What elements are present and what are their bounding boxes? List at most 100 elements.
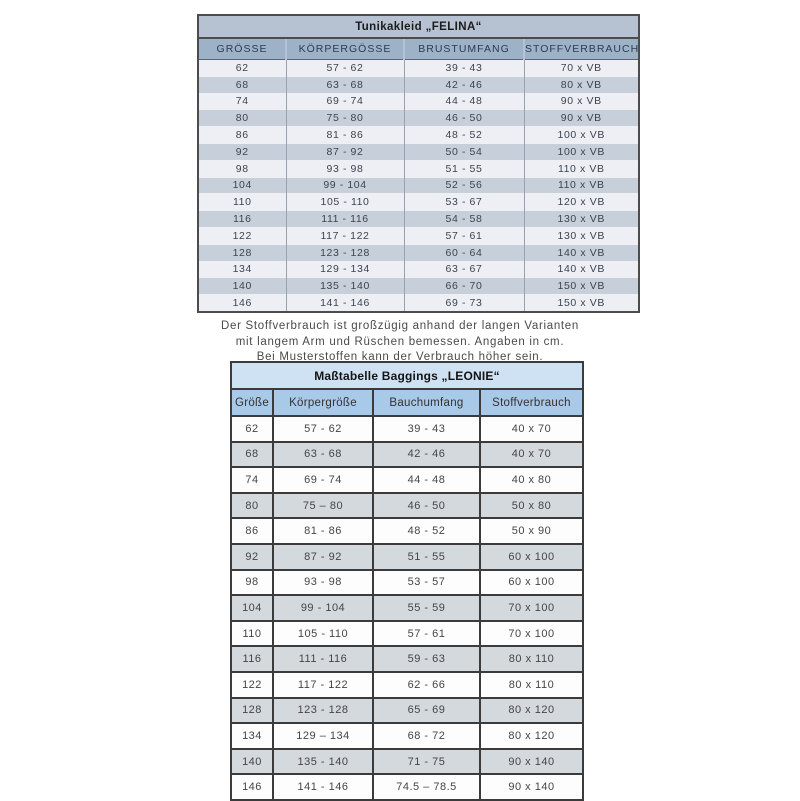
table-row: 92 87 - 92 50 - 54 100 x VB [198, 142, 640, 161]
table-cell: 98 [230, 568, 274, 597]
fabric-usage-note: Der Stoffverbrauch ist großzügig anhand … [0, 319, 800, 366]
table-cell: 39 - 43 [403, 59, 524, 77]
table-cell: 62 [198, 59, 286, 77]
table-cell: 60 x 100 [479, 542, 584, 571]
table-row: 92 87 - 92 51 - 55 60 x 100 [230, 542, 584, 571]
table-cell: 105 - 110 [272, 619, 374, 648]
table-row: 140 135 - 140 66 - 70 150 x VB [198, 277, 640, 295]
table-cell: 59 - 63 [372, 645, 481, 673]
table-row: 128 123 - 128 60 - 64 140 x VB [198, 243, 640, 262]
table-cell: 116 [230, 645, 274, 673]
table-cell: 135 - 140 [285, 277, 404, 295]
table-cell: 135 - 140 [272, 747, 374, 776]
table-cell: 48 - 52 [403, 126, 524, 144]
note-line: Bei Musterstoffen kann der Verbrauch höh… [256, 351, 544, 363]
table-cell: 51 - 55 [403, 159, 524, 178]
table-row: 68 63 - 68 42 - 46 40 x 70 [230, 440, 584, 469]
table-cell: 150 x VB [523, 277, 640, 295]
table-cell: 99 - 104 [285, 176, 404, 194]
table-cell: 150 x VB [523, 294, 640, 312]
table-cell: 50 x 80 [479, 491, 584, 520]
table-row: 74 69 - 74 44 - 48 90 x VB [198, 92, 640, 110]
table-cell: 62 [230, 415, 274, 443]
table-cell: 110 [198, 193, 286, 211]
table-cell: 44 - 48 [403, 92, 524, 110]
table-cell: 42 - 46 [372, 440, 481, 469]
table-cell: 122 [230, 670, 274, 699]
table-cell: 120 x VB [523, 193, 640, 211]
leonie-title-row: Maßtabelle Baggings „LEONIE“ [231, 362, 583, 390]
table-cell: 104 [230, 594, 274, 622]
table-cell: 52 - 56 [403, 176, 524, 194]
table-cell: 116 [198, 210, 286, 228]
felina-title-row: Tunikakleid „FELINA“ [198, 15, 640, 39]
table-cell: 74 [198, 92, 286, 110]
table-cell: 40 x 80 [479, 466, 584, 494]
table-cell: 80 [230, 491, 274, 520]
table-cell: 40 x 70 [479, 440, 584, 469]
column-header: KÖRPERGÖSSE [285, 38, 404, 60]
table-cell: 134 [230, 722, 274, 750]
table-cell: 69 - 74 [285, 92, 404, 110]
table-cell: 110 x VB [523, 159, 640, 178]
table-cell: 70 x 100 [479, 594, 584, 622]
column-header: Größe [230, 388, 274, 417]
column-header: Stoffverbrauch [479, 388, 584, 417]
table-cell: 92 [198, 142, 286, 161]
table-cell: 130 x VB [523, 226, 640, 245]
table-row: 122 117 - 122 62 - 66 80 x 110 [230, 670, 584, 699]
table-row: 80 75 – 80 46 - 50 50 x 80 [230, 491, 584, 520]
table-cell: 86 [198, 126, 286, 144]
table-row: 128 123 - 128 65 - 69 80 x 120 [230, 696, 584, 725]
table-cell: 129 - 134 [285, 260, 404, 278]
leonie-table-body: 62 57 - 62 39 - 43 40 x 70 68 63 - 68 42 - 46 4… [230, 415, 584, 801]
table-cell: 140 [230, 747, 274, 776]
table-cell: 86 [230, 517, 274, 545]
column-header: BRUSTUMFANG [403, 38, 524, 60]
table-row: 86 81 - 86 48 - 52 50 x 90 [230, 517, 584, 545]
table-cell: 39 - 43 [372, 415, 481, 443]
table-cell: 123 - 128 [285, 243, 404, 262]
table-cell: 50 x 90 [479, 517, 584, 545]
table-cell: 40 x 70 [479, 415, 584, 443]
table-cell: 46 - 50 [372, 491, 481, 520]
table-cell: 60 x 100 [479, 568, 584, 597]
table-row: 146 141 - 146 74.5 – 78.5 90 x 140 [230, 773, 584, 801]
table-row: 110 105 - 110 57 - 61 70 x 100 [230, 619, 584, 648]
table-cell: 99 - 104 [272, 594, 374, 622]
table-cell: 93 - 98 [272, 568, 374, 597]
table-cell: 117 - 122 [285, 226, 404, 245]
felina-header-row: GRÖSSE KÖRPERGÖSSE BRUSTUMFANG STOFFVERBRAU… [198, 38, 640, 60]
table-row: 80 75 - 80 46 - 50 90 x VB [198, 109, 640, 127]
table-cell: 87 - 92 [285, 142, 404, 161]
table-cell: 100 x VB [523, 126, 640, 144]
table-cell: 62 - 66 [372, 670, 481, 699]
table-cell: 129 – 134 [272, 722, 374, 750]
column-header: STOFFVERBRAUCH [522, 38, 640, 60]
table-cell: 110 [230, 619, 274, 648]
table-cell: 111 - 116 [285, 210, 404, 228]
table-cell: 48 - 52 [372, 517, 481, 545]
table-cell: 57 - 62 [285, 59, 404, 77]
table-row: 86 81 - 86 48 - 52 100 x VB [198, 126, 640, 144]
leonie-table-title: Maßtabelle Baggings „LEONIE“ [231, 362, 583, 390]
table-cell: 141 - 146 [272, 773, 374, 801]
table-row: 62 57 - 62 39 - 43 70 x VB [198, 59, 640, 77]
felina-size-table: Tunikakleid „FELINA“ GRÖSSE KÖRPERGÖSSE BR… [197, 14, 641, 313]
table-cell: 117 - 122 [272, 670, 374, 699]
table-row: 116 111 - 116 54 - 58 130 x VB [198, 210, 640, 228]
leonie-header-row: Größe Körpergröße Bauchumfang Stoffverbrauc… [230, 388, 584, 417]
table-cell: 90 x 140 [479, 773, 584, 801]
table-cell: 140 x VB [523, 243, 640, 262]
table-cell: 80 [198, 109, 286, 127]
table-cell: 98 [198, 159, 286, 178]
table-cell: 63 - 68 [272, 440, 374, 469]
table-cell: 51 - 55 [372, 542, 481, 571]
table-cell: 53 - 67 [403, 193, 524, 211]
table-cell: 140 x VB [523, 260, 640, 278]
table-cell: 90 x 140 [479, 747, 584, 776]
table-cell: 93 - 98 [285, 159, 404, 178]
table-row: 98 93 - 98 53 - 57 60 x 100 [230, 568, 584, 597]
leonie-size-table: Maßtabelle Baggings „LEONIE“ Größe Körper… [230, 361, 584, 801]
table-row: 134 129 – 134 68 - 72 80 x 120 [230, 722, 584, 750]
